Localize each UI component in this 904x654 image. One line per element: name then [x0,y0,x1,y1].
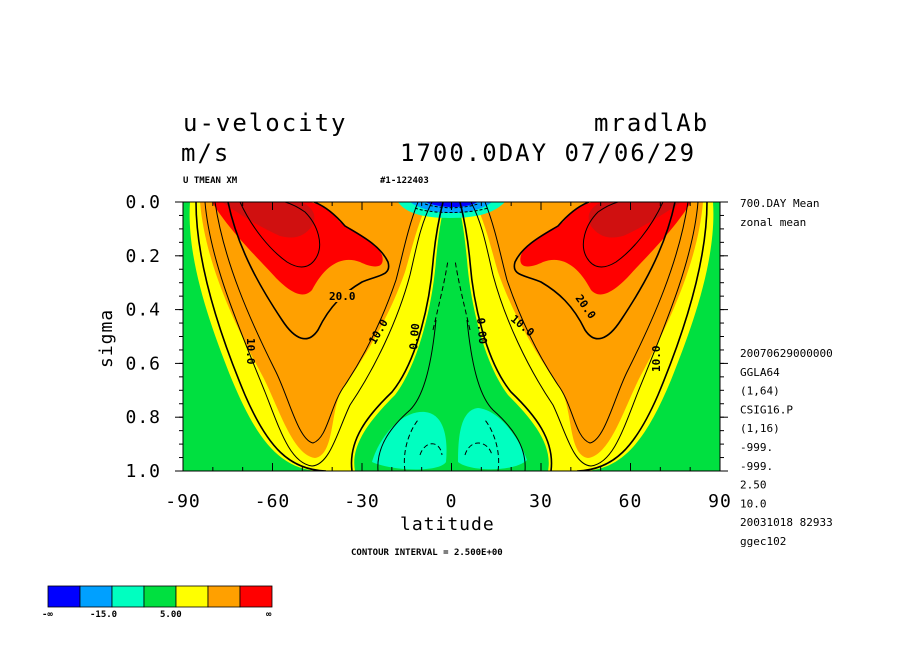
colorbar-swatch [79,585,113,608]
meta-line: 10.0 [740,497,767,510]
y-tick-label: 0.8 [125,407,161,428]
contour-label: 10.0 [244,338,257,365]
contour-lines-right [414,202,708,471]
colorbar-swatch [239,585,273,608]
y-tick-label: 0.4 [125,300,161,321]
run-label: #1-122403 [380,176,429,186]
x-tick-label: 60 [619,491,643,512]
x-tick-label: 90 [708,491,732,512]
y-tick-label: 0.2 [125,246,161,267]
y-tick-label: 1.0 [125,461,161,482]
meta-line: 20070629000000 [740,347,833,360]
colorbar-swatch [143,585,177,608]
easterly-region-north [458,408,527,470]
colorbar-label: -∞ [42,610,53,620]
date-label: 1700.0DAY 07/06/29 [400,139,696,167]
contour-lines [195,202,449,471]
right-notes: 700.DAY Mean zonal mean 20070629000000 GGLA… [740,197,833,548]
meta-line: CSIG16.P [740,403,793,416]
colorbar-swatch [175,585,209,608]
x-tick-label: 0 [446,491,458,512]
meta-line: ggec102 [740,535,786,548]
colorbar: -∞ -15.0 5.00 ∞ [42,585,273,620]
x-axis-label: latitude [400,514,495,535]
note-line: zonal mean [740,216,806,229]
colorbar-swatch [47,585,81,608]
x-tick-label: -60 [255,491,291,512]
contour-label: 20.0 [329,290,356,303]
meta-line: -999. [740,460,773,473]
contour-label: 0.00 [474,317,489,345]
meta-line: (1,64) [740,385,780,398]
colorbar-label: -15.0 [90,610,117,620]
right-band-red [520,202,691,295]
note-line: 700.DAY Mean [740,197,819,210]
chart-title: u-velocity [183,109,348,137]
colorbar-swatch [111,585,145,608]
meta-line: GGLA64 [740,366,780,379]
y-tick-label: 0.6 [125,353,161,374]
meta-line: 2.50 [740,479,767,492]
colorbar-swatch [207,585,241,608]
model-name: mradlAb [594,109,709,137]
contour-label: 0.00 [407,323,422,351]
units-label: m/s [181,139,230,167]
right-jet-core [588,202,681,238]
x-tick-label: -30 [344,491,380,512]
y-tick-label: 0.0 [125,192,161,213]
colorbar-label: 5.00 [160,610,182,620]
colorbar-label: ∞ [266,610,272,620]
contour-interval-label: CONTOUR INTERVAL = 2.500E+00 [351,548,503,558]
left-jet-core [222,202,315,238]
meta-line: -999. [740,441,773,454]
contour-plot: 20.0 10.0 10.0 0.00 0.00 10.0 20.0 10.0 [183,202,720,471]
contour-label: 10.0 [650,346,663,373]
meta-line: 20031018 82933 [740,516,833,529]
x-tick-label: -90 [165,491,201,512]
y-axis-label: sigma [96,309,117,368]
meta-line: (1,16) [740,422,780,435]
easterly-region-south [372,411,447,470]
left-band-red [212,202,383,295]
axes: -90 -60 -30 0 30 60 90 0.0 0.2 0.4 0.6 0.8 1.0 [125,192,732,512]
x-tick-label: 30 [529,491,553,512]
variable-label: U TMEAN XM [183,176,238,186]
